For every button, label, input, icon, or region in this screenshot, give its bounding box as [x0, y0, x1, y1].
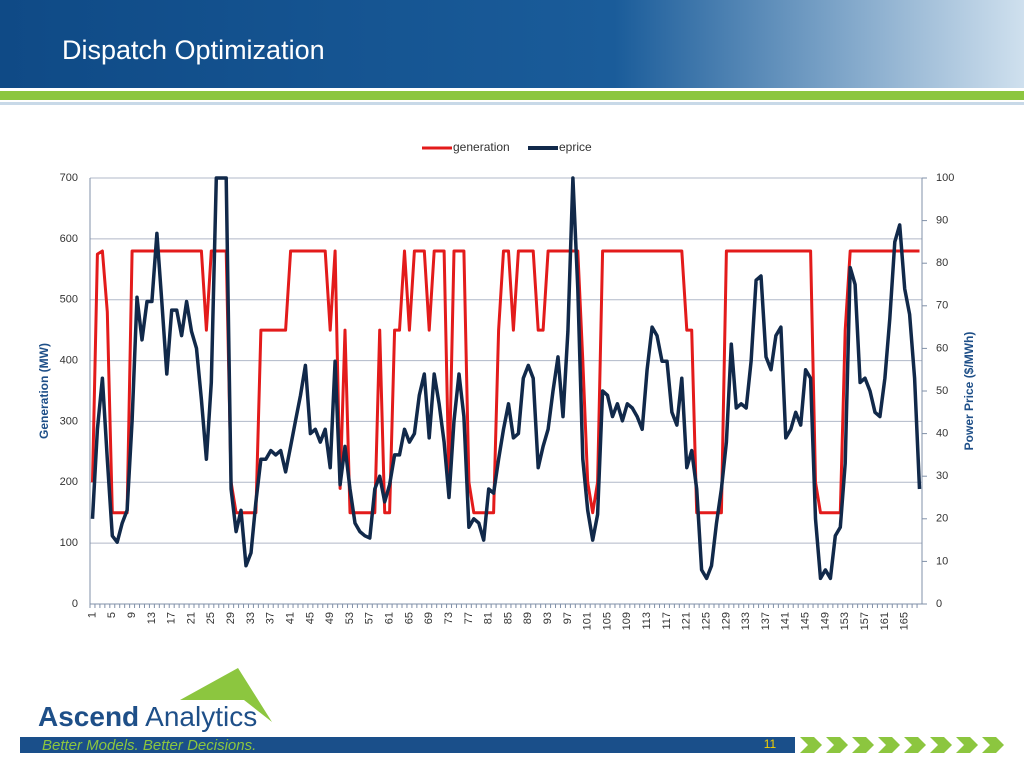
y2-tick-label: 10 — [936, 555, 948, 567]
series-line — [90, 176, 922, 581]
x-tick-label: 157 — [859, 612, 871, 630]
x-tick-label: 1 — [86, 612, 98, 618]
y2-tick-label: 70 — [936, 300, 948, 312]
chevrons — [800, 737, 1004, 753]
x-tick-label: 89 — [522, 612, 534, 624]
y2-tick-label: 40 — [936, 428, 948, 440]
y-tick-label: 500 — [60, 294, 78, 306]
x-tick-label: 49 — [324, 612, 336, 624]
x-tick-label: 73 — [443, 612, 455, 624]
y2-tick-label: 30 — [936, 470, 948, 482]
slide-title: Dispatch Optimization — [62, 35, 325, 65]
y2-tick-label: 90 — [936, 215, 948, 227]
x-tick-label: 61 — [384, 612, 396, 624]
x-tick-label: 137 — [760, 612, 772, 630]
x-tick-label: 97 — [562, 612, 574, 624]
x-tick-label: 5 — [106, 612, 118, 618]
series-line — [91, 249, 920, 515]
x-tick-label: 53 — [344, 612, 356, 624]
y-tick-label: 200 — [60, 476, 78, 488]
brand-rest: Analytics — [145, 701, 257, 732]
x-tick-label: 165 — [899, 612, 911, 630]
x-tick-label: 81 — [483, 612, 495, 624]
x-tick-label: 125 — [700, 612, 712, 630]
plot-area — [90, 176, 922, 581]
x-tick-label: 17 — [166, 612, 178, 624]
x-tick-label: 41 — [284, 612, 296, 624]
y2-tick-label: 50 — [936, 385, 948, 397]
y2-tick-label: 20 — [936, 513, 948, 525]
y-axis-label: Generation (MW) — [37, 343, 51, 439]
y-tick-label: 0 — [72, 598, 78, 610]
x-tick-label: 77 — [463, 612, 475, 624]
x-tick-label: 117 — [661, 612, 673, 630]
legend-label: generation — [453, 140, 510, 154]
x-tick-label: 45 — [304, 612, 316, 624]
x-tick-label: 9 — [126, 612, 138, 618]
x-tick-label: 129 — [720, 612, 732, 630]
x-tick-label: 141 — [780, 612, 792, 630]
y2-axis-label: Power Price ($/MWh) — [962, 332, 976, 451]
y-tick-label: 600 — [60, 233, 78, 245]
legend-label: eprice — [559, 140, 592, 154]
x-tick-label: 85 — [502, 612, 514, 624]
x-tick-label: 101 — [582, 612, 594, 630]
page-number: 11 — [764, 737, 777, 751]
x-tick-label: 145 — [800, 612, 812, 630]
logo-mark — [180, 668, 272, 722]
y2-tick-label: 60 — [936, 342, 948, 354]
x-tick-label: 93 — [542, 612, 554, 624]
x-tick-label: 121 — [681, 612, 693, 630]
y-tick-label: 300 — [60, 415, 78, 427]
x-tick-label: 161 — [879, 612, 891, 630]
y2-tick-label: 0 — [936, 598, 942, 610]
x-tick-label: 57 — [364, 612, 376, 624]
header-band — [0, 0, 1024, 88]
y-tick-label: 100 — [60, 537, 78, 549]
chart: 0 100 200 300 400 500 600 700 0 10 20 30 40 50 60 70 80 9… — [37, 140, 976, 630]
x-tick-label: 29 — [225, 612, 237, 624]
brand-bold: Ascend — [38, 701, 139, 732]
x-tick-label: 113 — [641, 612, 653, 630]
x-tick-label: 65 — [403, 612, 415, 624]
y-tick-label: 400 — [60, 354, 78, 366]
x-tick-label: 69 — [423, 612, 435, 624]
x-tick-label: 153 — [839, 612, 851, 630]
x-tick-label: 105 — [601, 612, 613, 630]
x-tick-label: 25 — [205, 612, 217, 624]
x-tick-label: 133 — [740, 612, 752, 630]
x-tick-label: 109 — [621, 612, 633, 630]
header-line — [0, 102, 1024, 105]
x-tick-label: 21 — [185, 612, 197, 624]
tagline: Better Models. Better Decisions. — [42, 737, 256, 754]
footer-bar — [20, 737, 795, 753]
x-tick-label: 13 — [146, 612, 158, 624]
y2-tick-label: 80 — [936, 257, 948, 269]
x-tick-label: 33 — [245, 612, 257, 624]
y2-tick-label: 100 — [936, 172, 954, 184]
brand: Ascend Analytics — [38, 701, 257, 732]
header-stripe — [0, 91, 1024, 100]
y-tick-label: 700 — [60, 172, 78, 184]
x-tick-label: 149 — [819, 612, 831, 630]
x-tick-label: 37 — [265, 612, 277, 624]
